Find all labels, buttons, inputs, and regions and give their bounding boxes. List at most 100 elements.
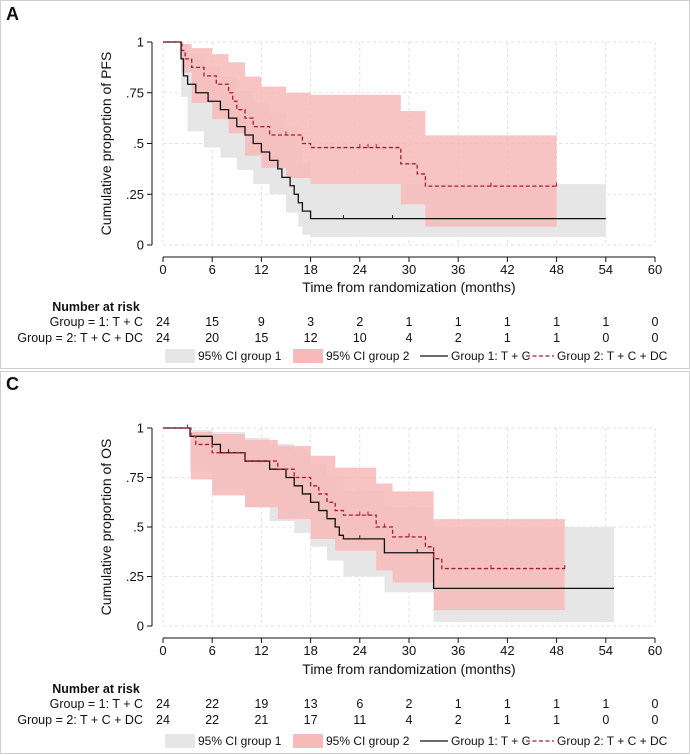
panel-a-x-tick-label: 0 [159, 262, 166, 277]
panel-a-risk-value: 1 [504, 315, 511, 329]
panel-c-x-tick-label: 18 [303, 643, 317, 658]
panel-a-x-tick-label: 12 [254, 262, 268, 277]
panel-c-survival-line-group-2 [163, 427, 565, 570]
panel-a-risk-value: 1 [602, 315, 609, 329]
panel-a-x-tick-label: 42 [500, 262, 514, 277]
panel-c-y-tick-label: .75 [126, 470, 144, 485]
panel-c-risk-value: 22 [205, 697, 219, 711]
panel-a-risk-value: 0 [652, 315, 659, 329]
panel-a-risk-value: 20 [205, 331, 219, 345]
panel-a-risk-value: 2 [455, 331, 462, 345]
panel-c-risk-value: 1 [553, 713, 560, 727]
panel-c-x-tick-label: 24 [353, 643, 367, 658]
panel-c-risk-value: 2 [455, 713, 462, 727]
panel-c-risk-value: 4 [406, 713, 413, 727]
panel-a-risk-table-header: Number at risk [52, 300, 140, 314]
panel-a-risk-value: 2 [356, 315, 363, 329]
panel-a-legend-label: Group 2: T + C + DC [557, 349, 668, 363]
panel-a-risk-value: 3 [307, 315, 314, 329]
panel-a-x-tick-label: 24 [353, 262, 367, 277]
panel-c-risk-value: 24 [156, 697, 170, 711]
panel-c-x-tick-label: 42 [500, 643, 514, 658]
panel-a-risk-value: 1 [504, 331, 511, 345]
panel-a-legend-label: 95% CI group 1 [198, 349, 282, 363]
panel-c-risk-value: 0 [602, 713, 609, 727]
panel-c-legend-label: 95% CI group 1 [198, 734, 282, 748]
panel-c-x-tick-label: 48 [549, 643, 563, 658]
panel-c-legend-label: Group 1: T + C [451, 734, 531, 748]
panel-a-y-axis-title: Cumulative proportion of PFS [98, 52, 114, 236]
panel-a-x-tick-label: 36 [451, 262, 465, 277]
panel-c-x-tick-label: 60 [648, 643, 662, 658]
panel-a-risk-value: 1 [406, 315, 413, 329]
panel-a-y-tick-label: 1 [137, 35, 144, 50]
panel-c-x-tick-label: 36 [451, 643, 465, 658]
panel-a-risk-value: 12 [304, 331, 318, 345]
panel-c-risk-value: 0 [652, 697, 659, 711]
panel-c-x-axis-title: Time from randomization (months) [302, 661, 515, 677]
panel-c-ci-band-group-2 [163, 428, 565, 611]
panel-a-risk-value: 9 [258, 315, 265, 329]
panel-a-risk-value: 0 [602, 331, 609, 345]
panel-c-legend-label: Group 2: T + C + DC [557, 734, 668, 748]
panel-a-x-tick-label: 48 [549, 262, 563, 277]
panel-label-c: C [6, 374, 19, 394]
panel-a-risk-row-label: Group = 2: T + C + DC [17, 331, 143, 345]
panel-c-legend-label: 95% CI group 2 [326, 734, 410, 748]
panel-c-y-tick-label: .25 [126, 569, 144, 584]
panel-a-risk-value: 1 [553, 331, 560, 345]
panel-a-risk-value: 1 [553, 315, 560, 329]
panel-c-risk-row-label: Group = 1: T + C [50, 697, 143, 711]
panel-c-risk-value: 17 [304, 713, 318, 727]
panel-a-survival-line-group-1 [163, 41, 606, 220]
panel-a-legend-label: Group 1: T + C [451, 349, 531, 363]
panel-c-risk-value: 1 [504, 713, 511, 727]
panel-a-y-tick-label: 0 [137, 238, 144, 253]
panel-c-risk-value: 6 [356, 697, 363, 711]
panel-c-risk-value: 13 [304, 697, 318, 711]
panel-a-x-tick-label: 30 [402, 262, 416, 277]
panel-a-risk-value: 24 [156, 315, 170, 329]
panel-c-y-axis-title: Cumulative proportion of OS [98, 439, 114, 616]
panel-a-x-tick-label: 18 [303, 262, 317, 277]
panel-c-risk-value: 1 [553, 697, 560, 711]
panel-a-risk-value: 15 [205, 315, 219, 329]
panel-a-ci-band-group-2 [163, 42, 557, 227]
panel-a-legend-swatch-ci-1 [165, 349, 195, 363]
panel-c-x-tick-label: 12 [254, 643, 268, 658]
panel-c-risk-value: 1 [455, 697, 462, 711]
panel-c-x-tick-label: 6 [209, 643, 216, 658]
panel-a-y-tick-label: .75 [126, 85, 144, 100]
panel-a-risk-value: 15 [254, 331, 268, 345]
panel-c-y-tick-label: .5 [133, 520, 144, 535]
panel-label-a: A [6, 4, 19, 24]
panel-c-risk-value: 1 [504, 697, 511, 711]
panel-c-legend-swatch-ci-1 [165, 734, 195, 748]
panel-c-y-tick-label: 1 [137, 421, 144, 436]
panel-a-x-tick-label: 60 [648, 262, 662, 277]
panel-c-risk-value: 24 [156, 713, 170, 727]
panel-c-y-tick-label: 0 [137, 619, 144, 634]
panel-a-legend-swatch-ci-2 [293, 349, 323, 363]
panel-a-x-tick-label: 6 [209, 262, 216, 277]
panel-a-x-axis-title: Time from randomization (months) [302, 279, 515, 295]
panel-c-risk-row-label: Group = 2: T + C + DC [17, 713, 143, 727]
panel-a-risk-value: 0 [652, 331, 659, 345]
panel-c-survival-line-group-1 [163, 427, 614, 590]
panel-c-x-tick-label: 54 [599, 643, 613, 658]
panel-c-risk-value: 21 [254, 713, 268, 727]
panel-c-risk-value: 2 [406, 697, 413, 711]
panel-a-y-tick-label: .5 [133, 136, 144, 151]
panel-a-risk-value: 4 [406, 331, 413, 345]
panel-a-risk-value: 10 [353, 331, 367, 345]
panel-c-risk-value: 19 [254, 697, 268, 711]
panel-c-risk-value: 0 [652, 713, 659, 727]
panel-c-legend-swatch-ci-2 [293, 734, 323, 748]
panel-a-y-tick-label: .25 [126, 187, 144, 202]
panel-a-legend-label: 95% CI group 2 [326, 349, 410, 363]
panel-a-risk-row-label: Group = 1: T + C [50, 315, 143, 329]
panel-c-risk-value: 11 [353, 713, 366, 727]
